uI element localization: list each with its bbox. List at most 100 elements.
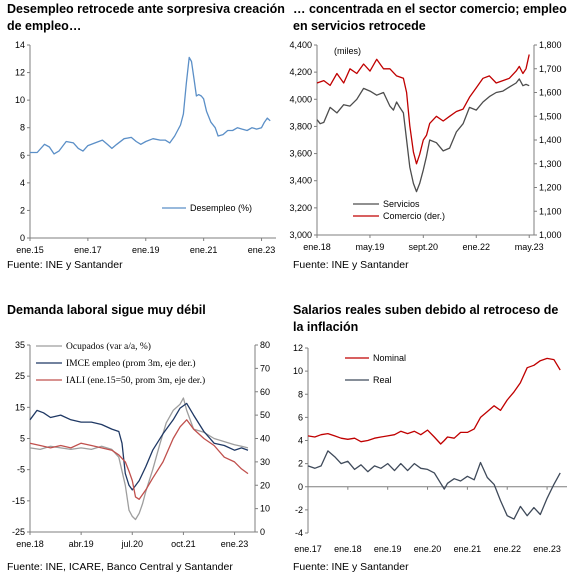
y2-tick-label: 20 [260,480,270,490]
series-line-2 [307,450,561,520]
y-tick-label: -25 [12,527,25,537]
x-tick-label: may.23 [515,242,544,252]
y-tick-label: 5 [20,434,25,444]
legend-label: Real [373,375,392,385]
y-tick-label: 25 [15,371,25,381]
chart-4: -4 -2 0 2 4 6 8 10 12 ene.17 ene.18 ene.19 ene.20 ene… [293,343,567,554]
x-tick-label: ene.23 [221,539,249,549]
series-line-1 [30,56,271,155]
x-tick-label: ene.22 [493,544,521,554]
x-tick-label: ene.15 [16,245,44,255]
x-tick-label: ene.20 [414,544,442,554]
y-tick-label: 3,800 [289,121,312,131]
series-line-2 [316,54,530,165]
y-tick-label: -2 [295,505,303,515]
chart-1-source: Fuente: INE y Santander [7,259,123,271]
y-tick-label: 4,400 [289,40,312,50]
y2-tick-label: 1,400 [539,135,562,145]
chart-3: -25 -15 -5 5 15 25 35 0 10 20 30 40 50 60 70 80 ene.18 ab… [12,340,270,549]
y-tick-label: 6 [298,412,303,422]
y-tick-label: 6 [20,150,25,160]
legend-label: Desempleo (%) [190,203,252,213]
y2-tick-label: 1,100 [539,206,562,216]
y-tick-label: 3,200 [289,203,312,213]
y-tick-label: 3,600 [289,149,312,159]
x-tick-label: ene.17 [74,245,102,255]
y2-tick-label: 80 [260,340,270,350]
y2-tick-label: 1,000 [539,230,562,240]
y-tick-label: -5 [17,465,25,475]
x-tick-label: ene.18 [16,539,44,549]
y-tick-label: -4 [295,528,303,538]
legend-label: Ocupados (var a/a, %) [66,341,151,352]
x-tick-label: oct.21 [171,539,196,549]
y-axis-title: (miles) [334,46,361,56]
x-tick-label: abr.19 [69,539,94,549]
y2-tick-label: 40 [260,434,270,444]
legend-label: Nominal [373,353,406,363]
y-tick-label: 12 [15,68,25,78]
x-tick-label: ene.23 [533,544,561,554]
x-tick-label: jul.20 [121,539,144,549]
y2-tick-label: 70 [260,363,270,373]
y-tick-label: 3,400 [289,176,312,186]
x-tick-label: ene.17 [294,544,322,554]
y2-tick-label: 50 [260,410,270,420]
legend-label: Servicios [383,199,420,209]
x-tick-label: ene.21 [454,544,482,554]
legend-label: IMCE empleo (prom 3m, eje der.) [66,358,196,369]
x-tick-label: ene.23 [248,245,276,255]
y-tick-label: 15 [15,402,25,412]
x-tick-label: ene.22 [463,242,491,252]
series-line-1 [307,357,561,445]
chart-1: 0 2 4 6 8 10 12 14 ene.15 ene.17 ene.19 ene.21 ene.2… [15,40,276,255]
chart-3-title: Demanda laboral sigue muy débil [7,303,206,317]
y2-tick-label: 1,800 [539,40,562,50]
legend-label: IALI (ene.15=50, prom 3m, eje der.) [66,375,205,386]
y2-tick-label: 1,500 [539,111,562,121]
y-tick-label: 4,200 [289,67,312,77]
y2-tick-label: 10 [260,504,270,514]
y-tick-label: -15 [12,496,25,506]
legend-label: Comercio (der.) [383,211,445,221]
x-tick-label: may.19 [356,242,385,252]
y-tick-label: 0 [298,482,303,492]
y-tick-label: 4 [298,436,303,446]
x-tick-label: sept.20 [409,242,439,252]
y-tick-label: 3,000 [289,230,312,240]
y2-tick-label: 1,700 [539,64,562,74]
y2-tick-label: 30 [260,457,270,467]
x-tick-label: ene.19 [132,245,160,255]
chart-2-title: … concentrada en el sector comercio; emp… [293,2,567,33]
y2-tick-label: 1,200 [539,183,562,193]
y-tick-label: 0 [20,233,25,243]
y2-tick-label: 0 [260,527,265,537]
y2-tick-label: 60 [260,387,270,397]
y-tick-label: 14 [15,40,25,50]
chart-4-source: Fuente: INE y Santander [293,561,409,573]
y-tick-label: 2 [298,459,303,469]
y-tick-label: 4,000 [289,94,312,104]
y-tick-label: 2 [20,205,25,215]
chart-2: 3,000 3,200 3,400 3,600 3,800 4,000 4,200 4,400… [289,40,561,252]
x-tick-label: ene.18 [334,544,362,554]
series-line-2 [29,402,249,491]
x-tick-label: ene.19 [374,544,402,554]
chart-3-source: Fuente: INE, ICARE, Banco Central y Sant… [7,561,233,573]
x-tick-label: ene.18 [303,242,331,252]
y-tick-label: 10 [15,95,25,105]
y-tick-label: 8 [298,389,303,399]
y-tick-label: 10 [293,366,303,376]
y2-tick-label: 1,300 [539,159,562,169]
y-tick-label: 8 [20,123,25,133]
y-tick-label: 35 [15,340,25,350]
chart-4-title: Salarios reales suben debido al retroces… [293,303,559,334]
chart-2-source: Fuente: INE y Santander [293,259,409,271]
y-tick-label: 12 [293,343,303,353]
y2-tick-label: 1,600 [539,88,562,98]
y-tick-label: 4 [20,178,25,188]
series-line-1 [316,78,530,193]
series-line-3 [29,419,249,500]
x-tick-label: ene.21 [190,245,218,255]
